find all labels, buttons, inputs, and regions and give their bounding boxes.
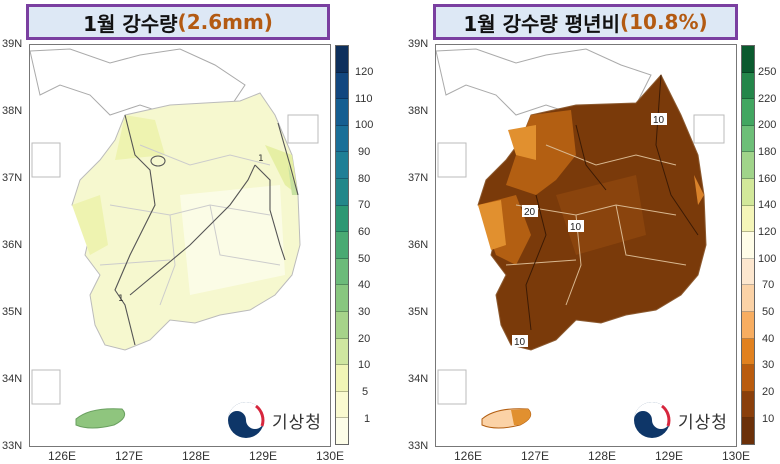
- lat-tick: 36N: [408, 239, 429, 251]
- right-map-frame: 10 20 10 10 기상청: [435, 44, 737, 447]
- colorbar-label: 100: [758, 253, 777, 265]
- contour-label: 10: [570, 222, 582, 233]
- right-panel: 1월 강수량 평년비 (10.8%): [400, 0, 780, 464]
- kma-emblem-icon: [228, 402, 265, 438]
- colorbar-label: 20: [358, 333, 371, 345]
- lat-tick: 34N: [2, 373, 23, 385]
- jeju-left: [75, 408, 126, 429]
- kma-logo-text: 기상청: [272, 412, 322, 433]
- right-title-prefix: 1월 강수량 평년비: [463, 11, 620, 36]
- colorbar-label: 160: [758, 173, 777, 185]
- colorbar-label: 50: [762, 306, 775, 318]
- kma-logo-left: 기상청: [226, 400, 322, 440]
- colorbar-label: 40: [762, 333, 775, 345]
- lat-tick: 36N: [2, 239, 23, 251]
- lon-tick: 126E: [48, 449, 77, 463]
- colorbar-label: 10: [358, 359, 371, 371]
- lat-tick: 39N: [2, 38, 23, 50]
- kma-logo-right: 기상청: [632, 400, 728, 440]
- colorbar-label: 140: [758, 199, 777, 211]
- colorbar-label: 220: [758, 93, 777, 105]
- kma-emblem-icon: [634, 402, 671, 438]
- lon-tick: 127E: [521, 449, 550, 463]
- lat-tick: 35N: [2, 306, 23, 318]
- contour-label: 10: [514, 337, 526, 348]
- colorbar-label: 70: [762, 279, 775, 291]
- right-map: 10 20 10 10: [436, 48, 725, 429]
- colorbar-label: 30: [762, 359, 775, 371]
- colorbar-label: 120: [758, 226, 777, 238]
- right-title-value: (10.8%): [619, 10, 708, 34]
- contour-label: 20: [524, 207, 536, 218]
- colorbar-label: 70: [358, 199, 371, 211]
- colorbar-label: 250: [758, 66, 777, 78]
- contour-label: 10: [653, 115, 665, 126]
- lat-tick: 33N: [408, 440, 429, 452]
- left-panel: 1월 강수량 (2.6mm): [2, 4, 374, 463]
- left-map: 1 1: [30, 48, 319, 429]
- colorbar-label: 180: [758, 146, 777, 158]
- lon-tick: 128E: [588, 449, 617, 463]
- lat-tick: 35N: [408, 306, 429, 318]
- contour-label: 1: [118, 294, 124, 304]
- colorbar-label: 200: [758, 119, 777, 131]
- colorbar-label: 110: [355, 93, 373, 105]
- lat-tick: 34N: [408, 373, 429, 385]
- lon-tick: 129E: [655, 449, 684, 463]
- left-title-value: (2.6mm): [177, 10, 273, 34]
- lat-tick: 37N: [2, 172, 23, 184]
- kma-logo-text: 기상청: [678, 412, 728, 433]
- lon-tick: 130E: [316, 449, 345, 463]
- lat-tick: 38N: [2, 105, 23, 117]
- left-title-prefix: 1월 강수량: [83, 11, 178, 36]
- lon-tick: 129E: [249, 449, 278, 463]
- lat-tick: 38N: [408, 105, 429, 117]
- left-map-frame: 1 1 기상청: [29, 44, 331, 447]
- lon-tick: 126E: [454, 449, 483, 463]
- lon-tick: 128E: [182, 449, 211, 463]
- colorbar-label: 40: [358, 279, 371, 291]
- right-colorbar: [741, 45, 755, 445]
- lat-tick: 37N: [408, 172, 429, 184]
- left-colorbar: [335, 45, 349, 445]
- lon-tick: 130E: [722, 449, 751, 463]
- left-title: 1월 강수량 (2.6mm): [26, 4, 330, 40]
- colorbar-label: 120: [355, 66, 374, 78]
- colorbar-label: 1: [364, 413, 371, 425]
- colorbar-label: 10: [762, 413, 775, 425]
- colorbar-label: 5: [362, 386, 369, 398]
- lat-tick: 39N: [408, 38, 429, 50]
- right-title: 1월 강수량 평년비 (10.8%): [433, 4, 738, 40]
- colorbar-label: 50: [358, 253, 371, 265]
- colorbar-label: 90: [358, 146, 371, 158]
- colorbar-label: 60: [358, 226, 371, 238]
- lon-tick: 127E: [115, 449, 144, 463]
- lat-tick: 33N: [2, 440, 23, 452]
- colorbar-label: 100: [355, 119, 374, 131]
- colorbar-label: 20: [762, 386, 775, 398]
- colorbar-label: 80: [358, 173, 371, 185]
- colorbar-label: 30: [358, 306, 371, 318]
- contour-label: 1: [258, 154, 264, 164]
